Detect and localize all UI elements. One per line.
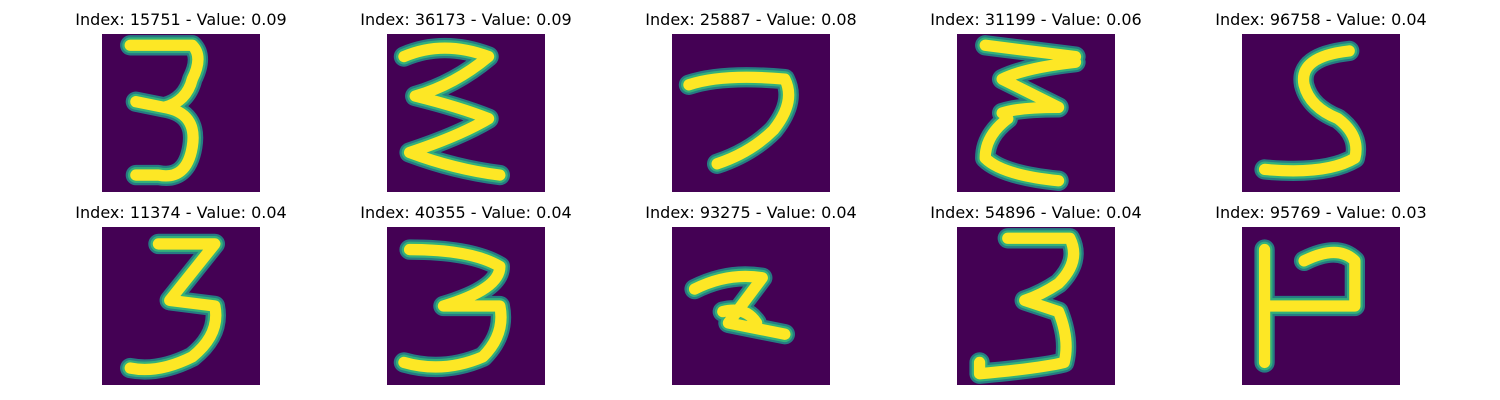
digit-panel: Index: 15751 - Value: 0.09 <box>61 0 301 192</box>
panel-title: Index: 95769 - Value: 0.03 <box>1215 203 1427 222</box>
panel-title: Index: 36173 - Value: 0.09 <box>360 10 572 29</box>
digit-panel: Index: 40355 - Value: 0.04 <box>346 193 586 385</box>
digit-stroke <box>1258 45 1362 177</box>
image-background <box>672 34 830 192</box>
digit-stroke <box>398 42 506 181</box>
digit-image <box>672 34 830 192</box>
digit-image <box>102 227 260 385</box>
digit-image <box>672 227 830 385</box>
panel-title: Index: 54896 - Value: 0.04 <box>930 203 1142 222</box>
digit-panel: Index: 54896 - Value: 0.04 <box>916 193 1156 385</box>
digit-image <box>1242 227 1400 385</box>
digit-stroke <box>124 39 204 182</box>
digit-stroke <box>683 71 795 170</box>
panel-title: Index: 93275 - Value: 0.04 <box>645 203 857 222</box>
digit-stroke <box>398 243 507 373</box>
digit-image <box>1242 34 1400 192</box>
panel-title: Index: 31199 - Value: 0.06 <box>930 10 1142 29</box>
panel-title: Index: 11374 - Value: 0.04 <box>75 203 287 222</box>
panel-title: Index: 96758 - Value: 0.04 <box>1215 10 1427 29</box>
digit-panel: Index: 11374 - Value: 0.04 <box>61 193 301 385</box>
digit-stroke <box>1258 243 1361 369</box>
digit-image <box>102 34 260 192</box>
digit-image <box>387 227 545 385</box>
digit-stroke <box>688 270 791 340</box>
digit-panel: Index: 93275 - Value: 0.04 <box>631 193 871 385</box>
digit-stroke <box>979 39 1082 187</box>
digit-image <box>957 34 1115 192</box>
digit-image <box>957 227 1115 385</box>
panel-title: Index: 15751 - Value: 0.09 <box>75 10 287 29</box>
panel-title: Index: 40355 - Value: 0.04 <box>360 203 572 222</box>
digit-stroke <box>124 238 222 376</box>
digit-panel: Index: 31199 - Value: 0.06 <box>916 0 1156 192</box>
digit-stroke <box>973 232 1080 380</box>
digit-panel: Index: 36173 - Value: 0.09 <box>346 0 586 192</box>
panel-title: Index: 25887 - Value: 0.08 <box>645 10 857 29</box>
digit-image <box>387 34 545 192</box>
digit-panel: Index: 25887 - Value: 0.08 <box>631 0 871 192</box>
digit-panel: Index: 95769 - Value: 0.03 <box>1201 193 1441 385</box>
digit-panel: Index: 96758 - Value: 0.04 <box>1201 0 1441 192</box>
